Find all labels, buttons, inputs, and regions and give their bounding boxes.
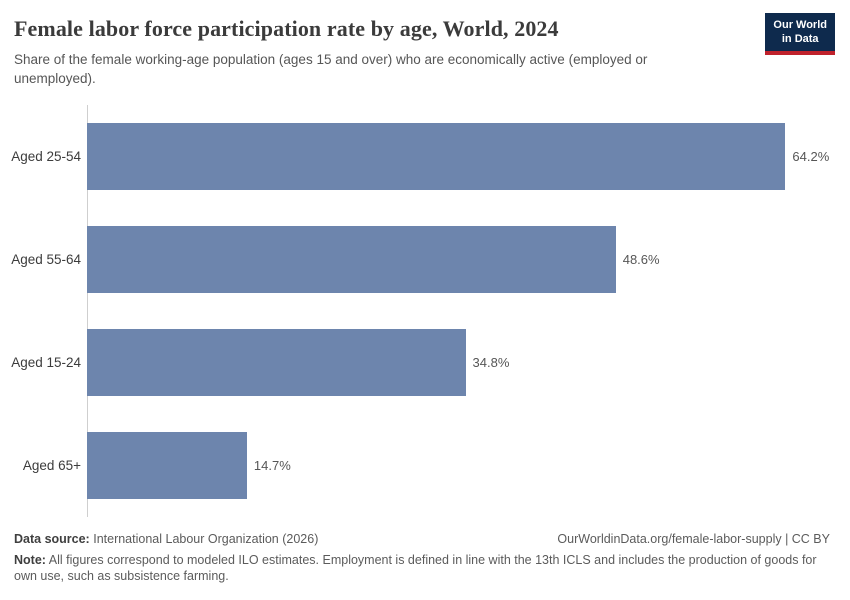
y-axis-line <box>87 104 88 517</box>
bar[interactable] <box>87 225 616 293</box>
bar-track: 14.7% <box>87 431 830 499</box>
bar-row: Aged 15-24 34.8% <box>0 311 830 414</box>
bar[interactable] <box>87 122 786 190</box>
bar-row: Aged 65+ 14.7% <box>0 414 830 517</box>
attribution-link[interactable]: OurWorldinData.org/female-labor-supply |… <box>557 531 830 546</box>
category-label: Aged 55-64 <box>11 251 81 267</box>
note-label: Note: <box>14 552 46 567</box>
bar-track: 34.8% <box>87 328 830 396</box>
category-label: Aged 15-24 <box>11 354 81 370</box>
owid-logo[interactable]: Our World in Data <box>765 13 835 55</box>
bar[interactable] <box>87 431 247 499</box>
bar-track: 48.6% <box>87 225 830 293</box>
bar-value-label: 34.8% <box>472 354 510 370</box>
note-text: All figures correspond to modeled ILO es… <box>14 552 817 584</box>
bar-value-label: 14.7% <box>253 457 291 473</box>
bar[interactable] <box>87 328 466 396</box>
data-source: Data source: International Labour Organi… <box>14 532 318 546</box>
chart-header: Female labor force participation rate by… <box>0 0 850 89</box>
footer-source-line: Data source: International Labour Organi… <box>14 532 830 546</box>
bar-value-label: 48.6% <box>622 251 660 267</box>
category-label: Aged 65+ <box>22 457 81 473</box>
chart-footer: Data source: International Labour Organi… <box>0 517 850 585</box>
owid-logo-line1: Our World <box>773 19 827 31</box>
bar-row: Aged 25-54 64.2% <box>0 105 830 208</box>
bar-track: 64.2% <box>87 122 830 190</box>
footer-note: Note: All figures correspond to modeled … <box>14 552 830 585</box>
bar-row: Aged 55-64 48.6% <box>0 208 830 311</box>
category-label: Aged 25-54 <box>11 148 81 164</box>
bar-value-label: 64.2% <box>792 148 830 164</box>
chart-subtitle: Share of the female working-age populati… <box>14 52 648 86</box>
bar-chart: Aged 25-54 64.2% Aged 55-64 48.6% Aged 15-24… <box>0 104 830 517</box>
owid-logo-line2: in Data <box>781 33 819 46</box>
chart-title: Female labor force participation rate by… <box>14 16 559 41</box>
data-source-label: Data source: <box>14 531 90 546</box>
data-source-text: International Labour Organization (2026) <box>93 531 319 546</box>
